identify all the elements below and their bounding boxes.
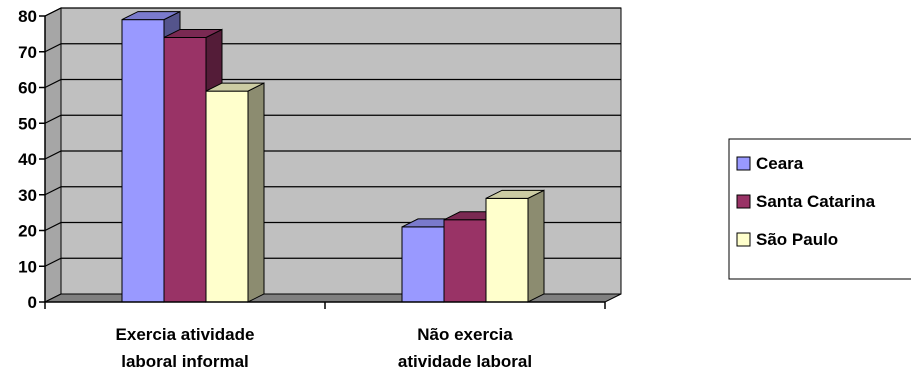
legend-box	[728, 138, 911, 280]
bar-front	[443, 219, 487, 303]
x-category-label-line: laboral informal	[121, 352, 249, 371]
gridline	[44, 186, 621, 196]
bar-front	[205, 90, 249, 303]
legend-swatch	[736, 232, 751, 247]
bar-front	[163, 36, 207, 303]
legend-swatch	[736, 194, 751, 209]
y-tick-label: 0	[28, 293, 37, 312]
gridline	[44, 114, 621, 124]
bar-top	[163, 28, 223, 38]
bar-top	[485, 189, 545, 199]
legend-label: Santa Catarina	[756, 192, 876, 211]
y-tick-label: 20	[18, 222, 37, 241]
y-tick-label: 10	[18, 257, 37, 276]
bar	[485, 189, 545, 303]
y-tick-label: 60	[18, 79, 37, 98]
bar	[205, 82, 265, 303]
legend: Ceara Santa Catarina São Paulo	[728, 138, 911, 280]
bar-top	[205, 82, 265, 92]
x-category-label: Exercia atividade laboral informal	[116, 325, 255, 371]
bar-front	[485, 197, 529, 303]
y-tick-label: 30	[18, 186, 37, 205]
gridline	[44, 7, 621, 17]
legend-label: São Paulo	[756, 230, 838, 249]
legend-swatch	[736, 156, 751, 171]
y-tick-label: 80	[18, 7, 37, 26]
bars	[121, 10, 545, 303]
axes	[39, 15, 606, 309]
bar-front	[401, 226, 445, 303]
gridline	[44, 150, 621, 160]
x-category-labels: Exercia atividade laboral informal Não exe…	[116, 325, 533, 371]
bar-front	[121, 19, 165, 303]
x-category-label-line: Não exercia	[417, 325, 513, 344]
gridline	[44, 78, 621, 89]
bar-side	[247, 82, 265, 303]
gridline	[44, 43, 621, 53]
y-tick-labels: 0 10 20 30 40 50 60 70 80	[18, 7, 37, 312]
x-category-label: Não exercia atividade laboral	[398, 325, 532, 371]
y-tick-label: 40	[18, 150, 37, 169]
bar-side	[527, 189, 545, 303]
x-category-label-line: Exercia atividade	[116, 325, 255, 344]
legend-label: Ceara	[756, 154, 804, 173]
y-tick-label: 50	[18, 114, 37, 133]
x-category-label-line: atividade laboral	[398, 352, 532, 371]
bar-top	[121, 11, 181, 21]
y-tick-label: 70	[18, 43, 37, 62]
